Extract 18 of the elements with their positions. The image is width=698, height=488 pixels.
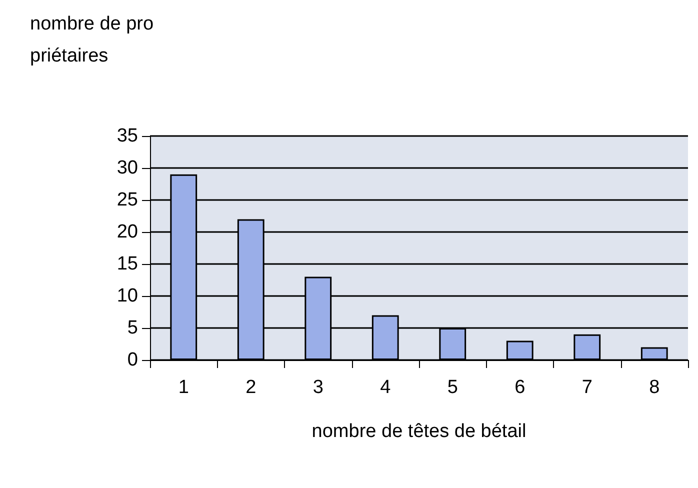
x-tick-label: 4: [380, 377, 392, 398]
x-tick-label: 2: [246, 377, 256, 398]
y-tick-label: 25: [116, 190, 138, 210]
y-tick-label: 35: [116, 126, 138, 146]
x-tick-label: 7: [582, 377, 592, 398]
x-tick-label: 8: [649, 377, 660, 398]
y-tick-label: 20: [116, 222, 138, 242]
y-axis-title: nombre de propriétaires: [30, 14, 154, 66]
y-tick-label: 15: [116, 254, 138, 274]
x-axis-title: nombre de têtes de bétail: [312, 421, 526, 442]
x-tick-label: 1: [178, 377, 189, 398]
y-tick-label: 30: [116, 158, 138, 178]
y-tick-label: 0: [127, 350, 138, 370]
x-tick-label: 6: [514, 377, 526, 398]
y-tick-label: 5: [127, 318, 138, 338]
x-tick-label: 3: [312, 377, 324, 398]
x-tick-label: 5: [447, 377, 458, 398]
y-tick-label: 10: [116, 286, 138, 306]
